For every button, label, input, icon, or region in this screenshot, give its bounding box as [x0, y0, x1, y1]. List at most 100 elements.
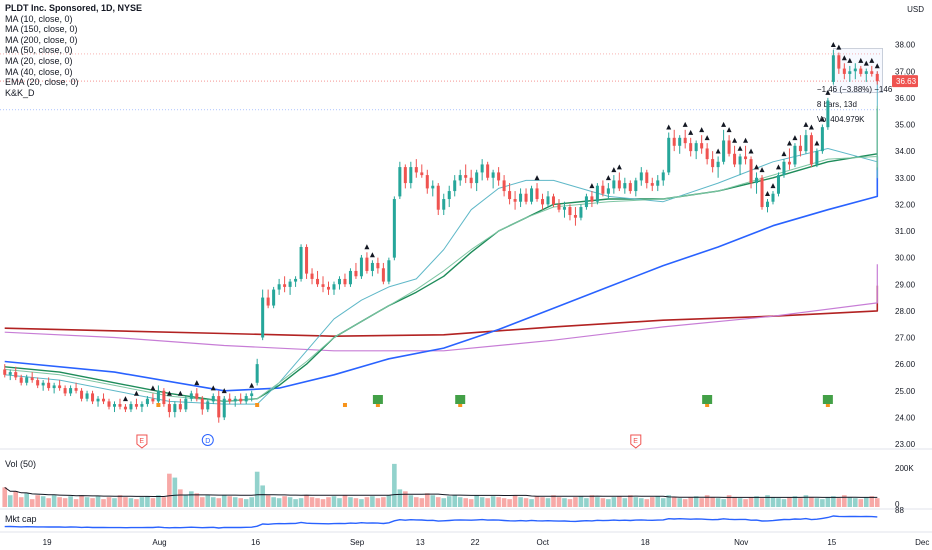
volume-bar: [112, 498, 117, 507]
candle-body: [343, 278, 347, 285]
volume-bar: [622, 498, 628, 507]
candle-body: [337, 278, 341, 285]
candle-body: [798, 145, 802, 152]
candle-body: [348, 270, 352, 285]
candle-body: [815, 151, 819, 165]
orange-signal-marker: [458, 403, 463, 407]
volume-bar: [150, 498, 156, 507]
candle-body: [442, 199, 446, 210]
symbol-title[interactable]: PLDT Inc. Sponsored, 1D, NYSE: [5, 3, 143, 13]
signal-up-marker: [699, 127, 705, 133]
volume-bar: [759, 498, 765, 507]
candle-body: [184, 398, 188, 410]
indicator-item[interactable]: MA (10, close, 0): [5, 13, 73, 24]
candle-body: [595, 185, 599, 202]
candle-body: [628, 183, 632, 192]
y-tick-label: 23.00: [895, 440, 916, 449]
volume-bar: [814, 498, 820, 507]
measure-label: −1.46 (−3.88%) −146: [817, 85, 893, 94]
volume-bar: [660, 498, 666, 507]
volume-bar: [606, 499, 611, 507]
candle-body: [178, 404, 182, 410]
volume-bar: [403, 491, 408, 507]
signal-up-marker: [841, 55, 847, 61]
volume-bar: [298, 498, 304, 507]
candle-body: [683, 137, 687, 144]
signal-up-marker: [863, 60, 869, 66]
candle-body: [875, 73, 879, 82]
volume-bar: [249, 497, 254, 507]
mktcap-pane-label[interactable]: Mkt cap: [5, 514, 37, 524]
candle-body: [123, 406, 127, 410]
candle-body: [85, 393, 89, 399]
indicator-item[interactable]: MA (150, close, 0): [5, 24, 78, 35]
candle-body: [650, 183, 654, 186]
candle-body: [359, 257, 363, 277]
candle-body: [414, 167, 418, 173]
volume-bar: [617, 496, 622, 507]
signal-up-marker: [589, 183, 595, 189]
signal-up-marker: [666, 124, 672, 130]
volume-bar: [501, 498, 507, 507]
candle-body: [782, 161, 786, 176]
signal-up-marker: [819, 116, 825, 122]
candle-body: [316, 278, 320, 285]
candle-body: [244, 396, 248, 402]
ma-line: [4, 156, 879, 392]
candle-body: [387, 260, 391, 282]
volume-bar: [359, 499, 364, 507]
volume-pane-label[interactable]: Vol (50): [5, 459, 37, 469]
candle-body: [173, 404, 177, 413]
volume-bar: [205, 495, 211, 507]
currency-label: USD: [907, 5, 924, 14]
indicator-item[interactable]: MA (200, close, 0): [5, 34, 78, 45]
candle-body: [700, 143, 704, 149]
candle-body: [112, 404, 117, 407]
candle-body: [96, 398, 100, 402]
volume-bar: [682, 499, 688, 507]
candle-body: [513, 199, 517, 202]
candle-body: [195, 393, 199, 399]
y-tick-label: 29.00: [895, 280, 916, 289]
mktcap-line: [4, 515, 878, 529]
candle-body: [837, 55, 841, 69]
orange-signal-marker: [375, 403, 380, 407]
indicator-item[interactable]: MA (20, close, 0): [5, 55, 73, 66]
volume-tick-label: 0: [895, 500, 900, 509]
y-tick-label: 27.00: [895, 334, 916, 343]
y-tick-label: 31.00: [895, 227, 916, 236]
volume-bar: [809, 497, 814, 507]
signal-up-marker: [765, 191, 771, 197]
volume-bar: [62, 498, 68, 507]
indicator-item[interactable]: EMA (20, close, 0): [5, 77, 79, 88]
indicator-item[interactable]: MA (40, close, 0): [5, 66, 73, 77]
candle-body: [551, 196, 556, 205]
volume-bar: [688, 497, 693, 507]
x-tick-label: 22: [471, 538, 480, 547]
orange-signal-marker: [255, 403, 260, 407]
candle-body: [453, 180, 457, 192]
candle-body: [617, 180, 621, 189]
volume-bar: [315, 498, 320, 507]
candle-body: [41, 382, 45, 386]
candle-body: [656, 180, 660, 186]
volume-bar: [84, 497, 90, 507]
indicator-item[interactable]: K&K_D: [5, 87, 35, 98]
candle-body: [826, 100, 830, 128]
candle-body: [749, 159, 753, 184]
x-tick-label: 13: [416, 538, 425, 547]
volume-bar: [754, 496, 759, 507]
volume-bar: [638, 498, 644, 507]
indicator-item[interactable]: MA (50, close, 0): [5, 45, 73, 56]
volume-bar: [512, 495, 518, 507]
candle-body: [601, 185, 605, 194]
y-tick-label: 37.00: [895, 67, 916, 76]
volume-bar: [381, 497, 386, 507]
volume-bar: [232, 497, 238, 507]
measure-label: Vol 404.979K: [817, 115, 865, 124]
candle-body: [606, 188, 610, 194]
volume-bar: [216, 498, 222, 507]
volume-bar: [172, 477, 178, 507]
